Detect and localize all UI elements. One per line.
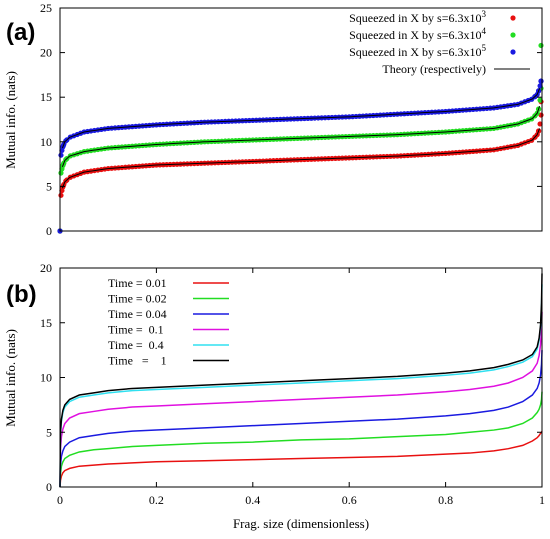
panel-a-legend-label-exponent: 3	[482, 9, 487, 19]
panel-a-series-2-point	[537, 97, 543, 103]
panel-b-y-tick-label: 5	[46, 425, 52, 439]
panel-a-y-ticks: 0 5 10 15 20 25	[40, 1, 542, 238]
panel-b-y-axis-title: Mutual info. (nats)	[3, 329, 18, 427]
panel-b-series-line-6	[59, 273, 543, 488]
panel-a-legend-label-exponent: 5	[482, 43, 487, 53]
panel-b-legend-label: Time = 0.4	[108, 338, 164, 352]
panel-a-y-tick-label: 0	[46, 224, 52, 238]
panel-a-legend-label-text: Squeezed in X by s=6.3x10	[349, 45, 481, 59]
panel-a-theory-lines	[61, 88, 541, 189]
panel-b-legend-label: Time = 0.01	[108, 276, 167, 290]
panel-a: (a) 0 5 10 15 20 25 Mutual info. (nats) Squee…	[3, 1, 544, 238]
panel-a-series-3-point	[58, 152, 64, 158]
panel-a-legend-marker	[510, 32, 516, 38]
panel-b-series-lines	[59, 273, 543, 488]
panel-a-series-3-point	[538, 78, 544, 84]
panel-b-y-tick-label: 15	[40, 316, 52, 330]
panel-a-legend-label-text: Squeezed in X by s=6.3x10	[349, 28, 481, 42]
panel-a-plot-frame	[59, 7, 543, 232]
panel-b-y-tick-label: 10	[40, 371, 52, 385]
panel-a-y-tick-label: 20	[40, 46, 52, 60]
panel-b: (b) 0 5 10 15 20 0 0.2 0.4 0.6 0.8 1 Mutual info.…	[3, 261, 545, 531]
panel-b-legend-label: Time = 0.1	[108, 323, 164, 337]
panel-a-legend-label-exponent: 4	[482, 26, 487, 36]
panel-b-series-line-3	[59, 350, 543, 488]
panel-a-y-axis-title: Mutual info. (nats)	[3, 71, 18, 169]
panel-b-series-line-4	[59, 311, 543, 488]
panel-b-y-tick-label: 20	[40, 261, 52, 275]
panel-b-legend-label: Time = 1	[108, 354, 167, 368]
panel-a-theory-line-1	[61, 128, 541, 189]
panel-a-legend-label: Squeezed in X by s=6.3x104	[349, 26, 486, 42]
panel-b-x-tick-label: 0.8	[438, 493, 453, 507]
panel-a-legend-marker	[510, 15, 516, 21]
panel-a-y-tick-label: 15	[40, 90, 52, 104]
panel-a-series-3-point	[537, 83, 543, 89]
panel-a-series-1-point	[537, 121, 543, 127]
panel-b-x-tick-label: 0.2	[149, 493, 164, 507]
panel-b-x-tick-label: 0.4	[245, 493, 260, 507]
panel-b-x-ticks: 0 0.2 0.4 0.6 0.8 1	[57, 268, 545, 507]
panel-b-x-axis-title: Frag. size (dimensionless)	[233, 516, 369, 531]
panel-b-y-ticks: 0 5 10 15 20	[40, 261, 542, 494]
panel-a-theory-line-3	[61, 88, 541, 149]
panel-b-x-tick-label: 0	[57, 493, 63, 507]
panel-b-series-line-5	[59, 284, 543, 488]
panel-a-y-tick-label: 5	[46, 179, 52, 193]
panel-b-legend-label: Time = 0.02	[108, 292, 167, 306]
panel-a-legend-label: Squeezed in X by s=6.3x105	[349, 43, 486, 59]
panel-a-legend-marker	[510, 49, 516, 55]
panel-a-legend-label-text: Squeezed in X by s=6.3x10	[349, 11, 481, 25]
panel-b-x-tick-label: 1	[539, 493, 545, 507]
panel-a-series-1-point	[58, 192, 64, 198]
panel-a-y-tick-label: 10	[40, 135, 52, 149]
panel-a-label: (a)	[6, 19, 35, 46]
panel-b-label: (b)	[6, 281, 37, 308]
panel-a-y-tick-label: 25	[40, 1, 52, 15]
panel-a-legend-label: Squeezed in X by s=6.3x103	[349, 9, 486, 25]
panel-b-series-line-1	[59, 430, 543, 488]
panel-a-series-2-point	[538, 42, 544, 49]
panel-a-theory-line-2	[61, 105, 541, 167]
panel-b-legend-label: Time = 0.04	[108, 307, 167, 321]
panel-a-legend-label: Theory (respectively)	[382, 62, 486, 76]
panel-b-series-line-2	[59, 391, 543, 488]
panel-b-x-tick-label: 0.6	[342, 493, 357, 507]
panel-b-y-tick-label: 0	[46, 480, 52, 494]
